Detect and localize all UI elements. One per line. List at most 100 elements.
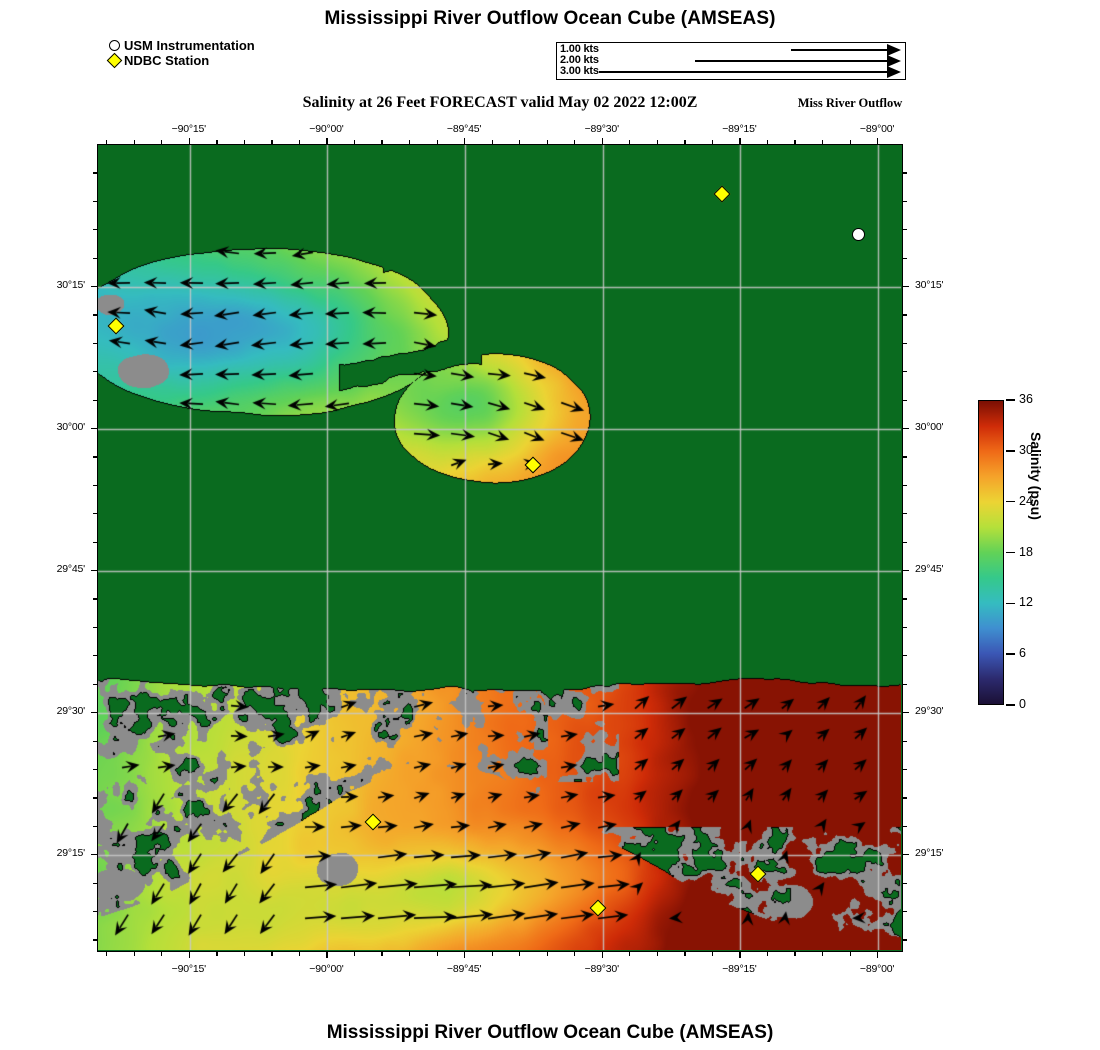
colorbar-tick (1006, 704, 1015, 706)
colorbar-gradient (979, 401, 1003, 704)
xtick (353, 952, 356, 956)
ytick (903, 257, 907, 259)
yaxis-label-right: 30°00' (915, 421, 944, 434)
velocity-scale-row-1: 1.00 kts (557, 43, 905, 56)
velocity-scale-row-2: 2.00 kts (557, 54, 905, 67)
ytick (93, 342, 97, 345)
ytick (93, 768, 97, 771)
xtick (711, 140, 714, 144)
velocity-label-2: 2.00 kts (560, 54, 599, 66)
xtick (766, 952, 769, 956)
xtick (161, 952, 163, 956)
yaxis-label-right: 29°30' (915, 705, 944, 718)
ytick (903, 484, 907, 487)
yaxis-label-left: 29°15' (56, 847, 86, 860)
ytick (91, 712, 97, 714)
xtick (711, 952, 714, 956)
xtick (546, 952, 548, 956)
xaxis-label-bottom: −90°15' (171, 963, 206, 975)
xtick (271, 952, 273, 956)
xtick (436, 952, 438, 956)
ytick (903, 200, 907, 202)
xtick (106, 952, 108, 956)
ytick (903, 172, 907, 174)
ytick (903, 683, 907, 685)
colorbar-tick (1006, 450, 1015, 452)
xtick (739, 952, 741, 958)
xtick (298, 140, 301, 144)
velocity-shaft-1 (791, 49, 887, 51)
xtick (243, 140, 246, 144)
velocity-label-3: 3.00 kts (560, 65, 599, 77)
xaxis-label-top: −89°00' (859, 123, 895, 135)
velocity-label-1: 1.00 kts (560, 43, 599, 55)
xtick (353, 140, 356, 144)
xtick (519, 140, 521, 144)
yaxis-label-left: 29°45' (56, 563, 86, 576)
ytick (903, 399, 907, 401)
ytick (903, 854, 909, 856)
xtick (298, 952, 301, 956)
xtick (739, 138, 741, 144)
xtick (794, 952, 796, 956)
page-title: Mississippi River Outflow Ocean Cube (AM… (324, 8, 776, 29)
xtick (656, 140, 658, 144)
ytick (93, 541, 97, 543)
colorbar-tick-label: 18 (1019, 544, 1033, 559)
xtick (409, 952, 411, 956)
ytick (93, 314, 97, 316)
xtick (271, 140, 273, 144)
colorbar-tick (1006, 399, 1015, 401)
ytick (903, 314, 907, 316)
xtick (684, 952, 686, 956)
ytick (93, 484, 97, 487)
ytick (903, 541, 907, 543)
ytick (903, 428, 909, 430)
xtick (464, 138, 466, 144)
ytick (903, 939, 907, 941)
yaxis-label-left: 29°30' (56, 705, 86, 718)
xtick (794, 140, 796, 144)
xaxis-label-bottom: −89°00' (859, 963, 895, 975)
ytick (903, 740, 907, 742)
xtick (629, 140, 631, 144)
marker-legend: USM Instrumentation NDBC Station (106, 38, 255, 69)
xtick (216, 952, 218, 956)
xtick (877, 138, 879, 144)
xtick (464, 952, 466, 958)
ytick (93, 740, 97, 742)
xtick (574, 140, 576, 144)
xaxis-label-top: −90°00' (309, 123, 344, 135)
xtick (519, 952, 521, 956)
ytick (93, 626, 97, 629)
velocity-arrowhead-3 (887, 66, 901, 78)
ytick (91, 286, 97, 288)
xtick (629, 952, 631, 956)
ytick (91, 570, 97, 572)
yaxis-label-left: 30°15' (56, 279, 86, 292)
ytick (903, 456, 907, 458)
yaxis-label-right: 30°15' (915, 279, 944, 292)
yaxis-label-left: 30°00' (56, 421, 86, 434)
xaxis-label-top: −90°15' (171, 123, 206, 135)
colorbar-tick-label: 30 (1019, 442, 1033, 457)
ytick (93, 797, 97, 799)
velocity-arrowhead-1 (887, 44, 901, 56)
colorbar-tick (1006, 500, 1015, 503)
colorbar-tick-label: 6 (1019, 646, 1026, 661)
xtick (381, 952, 383, 956)
ytick (93, 172, 97, 174)
xaxis-label-top: −89°15' (722, 123, 757, 135)
xtick (684, 140, 686, 144)
xtick (491, 952, 493, 956)
colorbar-tick-label: 0 (1019, 697, 1026, 711)
xtick (574, 952, 576, 956)
salinity-map[interactable] (97, 144, 903, 952)
usm-instrumentation-marker[interactable] (851, 227, 865, 241)
ytick (93, 456, 97, 458)
legend-item-ndbc: NDBC Station (106, 52, 255, 69)
diamond-marker-icon (106, 52, 123, 69)
xtick (821, 140, 824, 144)
ytick (903, 655, 907, 657)
ytick (93, 910, 97, 913)
